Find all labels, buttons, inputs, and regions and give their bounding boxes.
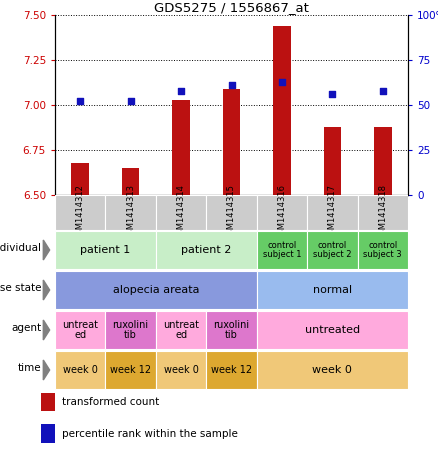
Text: control
subject 2: control subject 2	[313, 241, 352, 260]
Bar	[156, 231, 257, 269]
Text: week 0: week 0	[164, 365, 198, 375]
Point	[228, 82, 235, 89]
Bar	[71, 163, 89, 195]
Bar	[206, 195, 257, 230]
Bar	[55, 231, 156, 269]
Bar	[206, 351, 257, 389]
Bar	[223, 89, 240, 195]
Bar	[257, 271, 408, 309]
Bar	[257, 311, 408, 349]
Text: disease state: disease state	[0, 283, 41, 293]
Polygon shape	[43, 280, 49, 300]
Bar	[257, 195, 307, 230]
Text: untreat
ed: untreat ed	[62, 320, 98, 340]
Bar	[172, 100, 190, 195]
Text: GSM1414314: GSM1414314	[177, 184, 186, 241]
Bar	[324, 126, 341, 195]
Text: patient 1: patient 1	[80, 245, 131, 255]
Point	[379, 87, 386, 94]
Text: individual: individual	[0, 243, 41, 253]
Text: GSM1414318: GSM1414318	[378, 184, 387, 241]
Text: week 12: week 12	[110, 365, 151, 375]
Text: week 0: week 0	[63, 365, 98, 375]
Bar	[55, 311, 106, 349]
Polygon shape	[43, 320, 49, 340]
Text: control
subject 3: control subject 3	[364, 241, 402, 260]
Point	[127, 98, 134, 105]
Bar	[106, 195, 156, 230]
Bar	[374, 126, 392, 195]
Polygon shape	[43, 240, 49, 260]
Text: GSM1414312: GSM1414312	[76, 184, 85, 241]
Bar	[206, 311, 257, 349]
Point	[77, 98, 84, 105]
Bar	[156, 195, 206, 230]
Text: untreat
ed: untreat ed	[163, 320, 199, 340]
Bar	[156, 351, 206, 389]
Polygon shape	[43, 360, 49, 380]
Bar	[55, 195, 106, 230]
Bar	[257, 231, 307, 269]
Bar	[122, 168, 139, 195]
Bar	[357, 231, 408, 269]
Title: GDS5275 / 1556867_at: GDS5275 / 1556867_at	[154, 1, 309, 14]
Text: untreated: untreated	[305, 325, 360, 335]
Bar	[257, 351, 408, 389]
Bar	[156, 311, 206, 349]
Text: ruxolini
tib: ruxolini tib	[113, 320, 149, 340]
Bar	[41, 393, 55, 411]
Text: week 12: week 12	[211, 365, 252, 375]
Point	[329, 91, 336, 98]
Text: transformed count: transformed count	[62, 397, 159, 407]
Bar	[307, 195, 357, 230]
Text: time: time	[18, 363, 41, 373]
Point	[177, 87, 184, 94]
Text: patient 2: patient 2	[181, 245, 231, 255]
Text: ruxolini
tib: ruxolini tib	[213, 320, 250, 340]
Bar	[41, 424, 55, 443]
Text: week 0: week 0	[312, 365, 352, 375]
Bar	[307, 231, 357, 269]
Text: alopecia areata: alopecia areata	[113, 285, 199, 295]
Point	[279, 78, 286, 85]
Text: normal: normal	[313, 285, 352, 295]
Bar	[55, 271, 257, 309]
Bar	[106, 351, 156, 389]
Bar	[357, 195, 408, 230]
Text: GSM1414313: GSM1414313	[126, 184, 135, 241]
Text: GSM1414315: GSM1414315	[227, 184, 236, 241]
Text: control
subject 1: control subject 1	[263, 241, 301, 260]
Text: GSM1414317: GSM1414317	[328, 184, 337, 241]
Bar	[55, 351, 106, 389]
Text: agent: agent	[11, 323, 41, 333]
Text: GSM1414316: GSM1414316	[277, 184, 286, 241]
Bar	[106, 311, 156, 349]
Bar	[273, 26, 291, 195]
Text: percentile rank within the sample: percentile rank within the sample	[62, 429, 238, 439]
